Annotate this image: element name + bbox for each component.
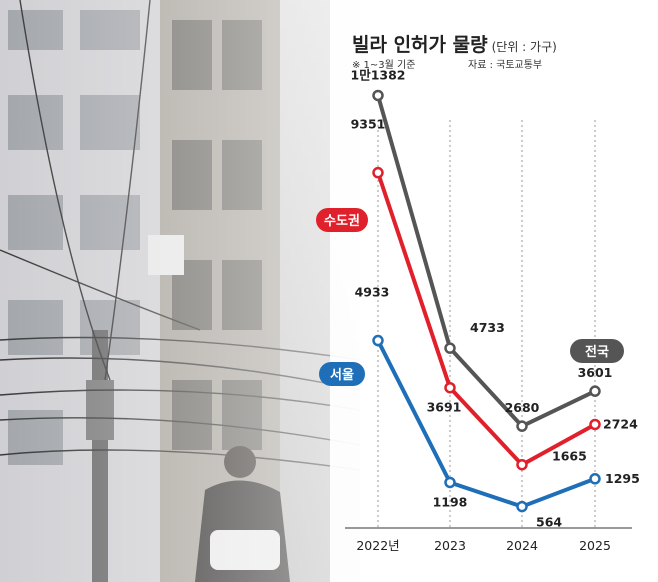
- data-label-nationwide-4: 3601: [578, 365, 613, 380]
- data-point-nationwide-2: [444, 342, 456, 354]
- data-point-nationwide-3: [516, 420, 528, 432]
- data-label-capital-3: 1665: [552, 449, 587, 464]
- series-nationwide: 1만1382 4733 2680 3601: [351, 67, 613, 432]
- legend-badge-bg-seoul: [319, 362, 365, 386]
- data-label-seoul-3: 564: [536, 515, 562, 530]
- data-point-capital-1: [372, 166, 384, 179]
- data-point-seoul-1: [372, 334, 384, 347]
- data-label-capital-1: 9351: [351, 117, 386, 132]
- source-text: 자료 : 국토교통부: [468, 60, 543, 71]
- legend-label-nationwide: 전국: [585, 344, 609, 360]
- x-tick-label-3: 2024: [506, 538, 538, 553]
- series-line-nationwide: [376, 94, 596, 429]
- legend-badge-bg-nationwide: [570, 339, 624, 363]
- series-line-seoul: [376, 339, 596, 509]
- data-label-capital-4: 2724: [603, 416, 638, 431]
- data-label-nationwide-1: 1만1382: [351, 67, 406, 82]
- data-label-seoul-2: 1198: [433, 494, 468, 509]
- legend-badge-bg-capital: [316, 208, 368, 232]
- legend-badge-capital: 수도권: [316, 208, 368, 232]
- x-tick-label-4: 2025: [579, 538, 611, 553]
- unit-label: (단위 : 가구): [491, 40, 557, 54]
- data-label-nationwide-2: 4733: [470, 320, 505, 335]
- legend-badge-seoul: 서울: [319, 362, 365, 386]
- chart-title: 빌라 인허가 물량 (단위 : 가구): [352, 34, 557, 56]
- series-capital: 9351 3691 1665 2724: [351, 117, 638, 471]
- x-tick-label-1: 2022년: [356, 538, 399, 553]
- series-line-capital: [376, 172, 596, 467]
- data-point-seoul-3: [516, 500, 528, 513]
- data-label-seoul-1: 4933: [355, 285, 390, 300]
- data-point-capital-4: [589, 418, 601, 431]
- data-point-seoul-4: [589, 473, 601, 485]
- note-text: ※ 1~3월 기준: [352, 60, 416, 71]
- data-point-capital-2: [444, 381, 456, 394]
- data-point-nationwide-4: [589, 385, 601, 397]
- data-point-capital-3: [516, 458, 528, 471]
- data-label-capital-2: 3691: [427, 400, 462, 415]
- data-point-nationwide-1: [372, 89, 384, 102]
- data-label-nationwide-3: 2680: [505, 400, 540, 415]
- series-seoul: 4933 1198 564 1295: [355, 285, 640, 530]
- x-tick-label-2: 2023: [434, 538, 466, 553]
- data-label-seoul-4: 1295: [605, 471, 640, 486]
- data-point-seoul-2: [444, 476, 456, 489]
- x-ticks: 2022년 2023 2024 2025: [356, 538, 611, 553]
- legend-label-capital: 수도권: [324, 214, 360, 229]
- legend-badge-nationwide: 전국: [570, 339, 624, 363]
- series-layer: 1만1382 4733 2680 3601 9351 3691 1665 2724 4933 11…: [351, 67, 640, 529]
- legend-label-seoul: 서울: [330, 367, 354, 383]
